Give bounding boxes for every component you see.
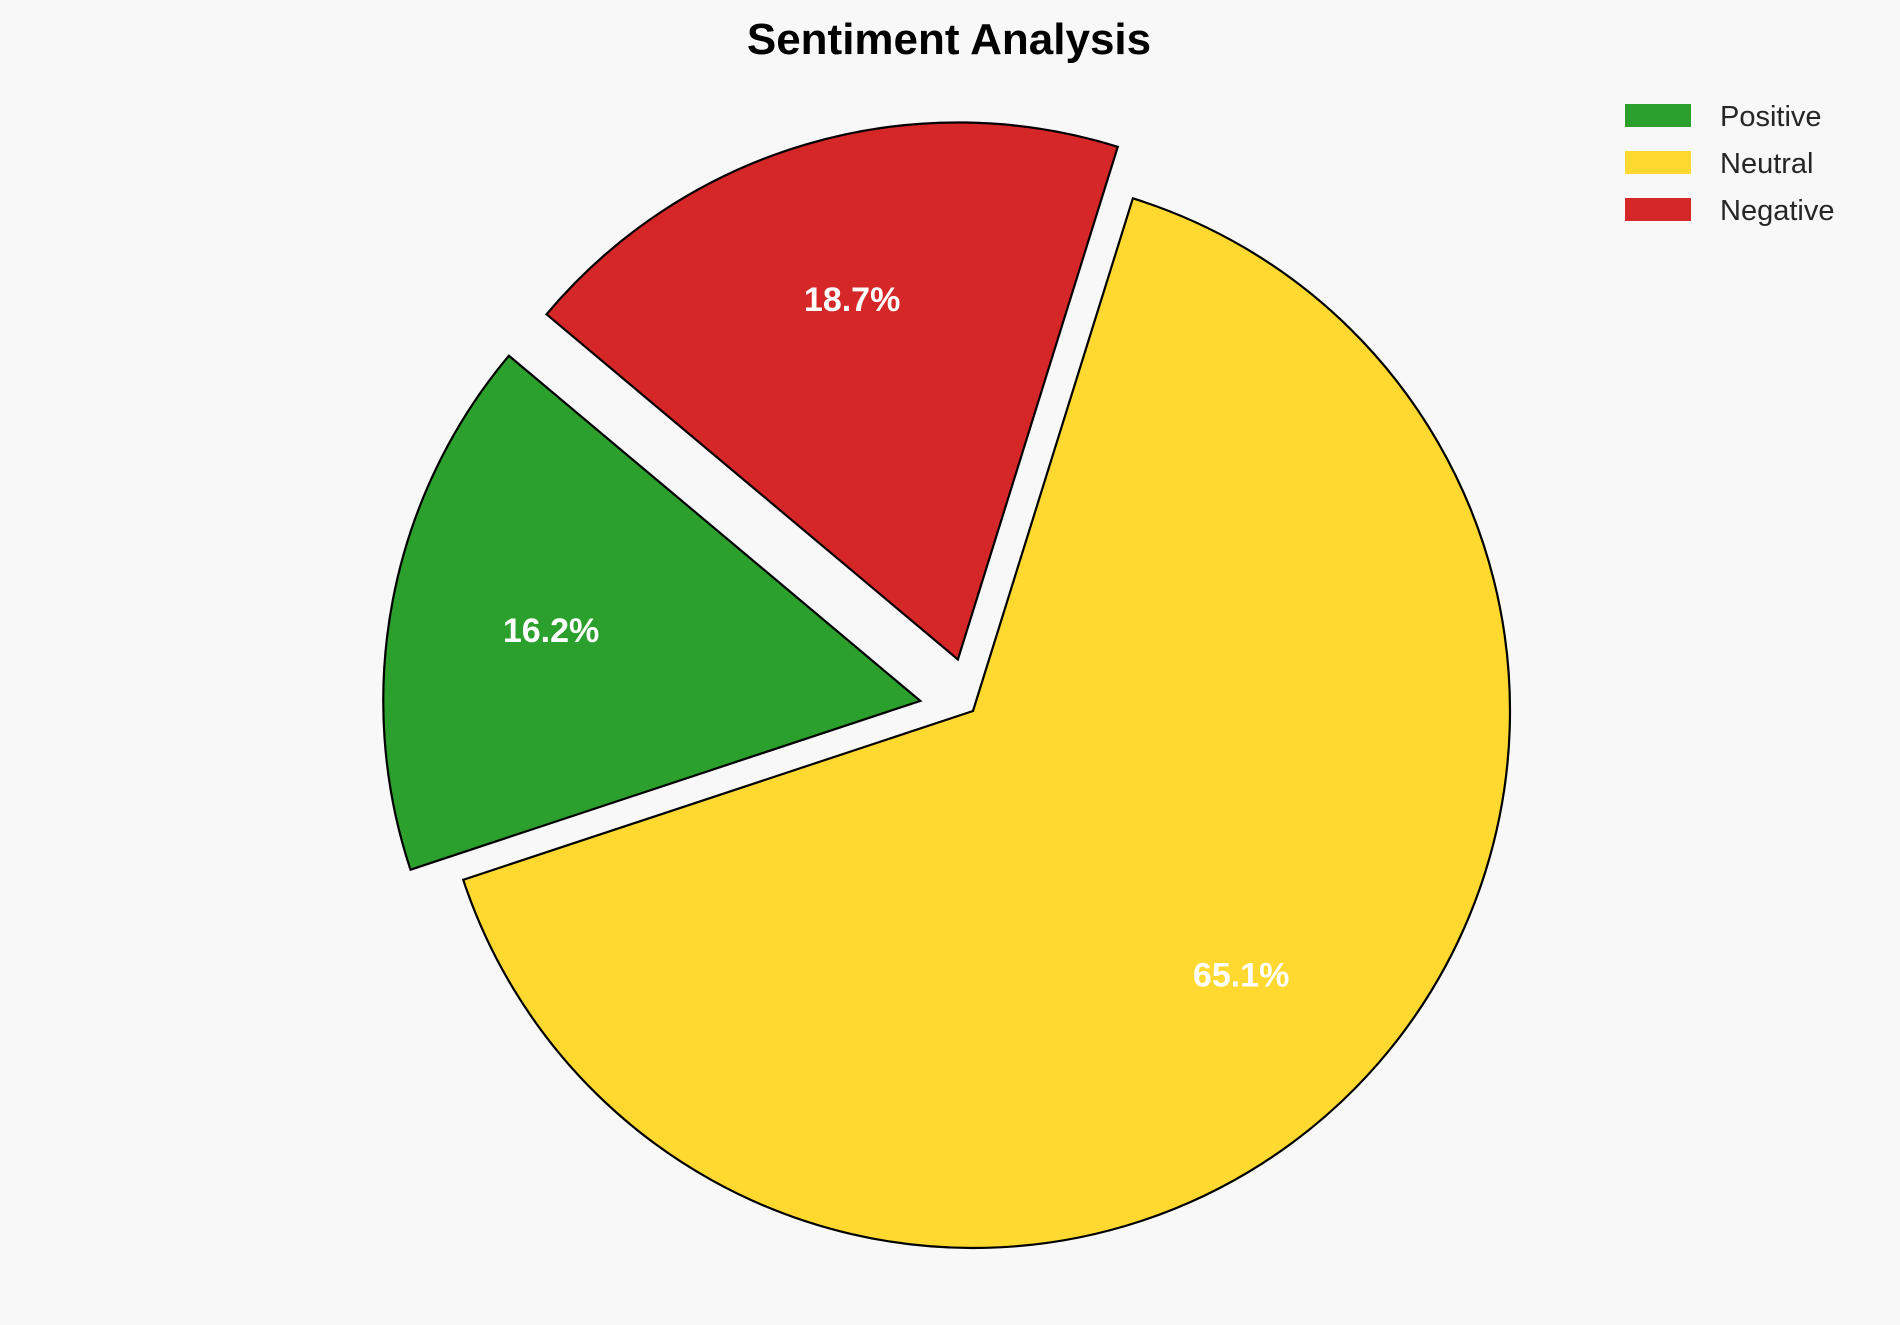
slice-label-positive: 16.2% [503, 612, 599, 650]
slice-label-neutral: 65.1% [1193, 956, 1289, 994]
legend: Positive Neutral Negative [1625, 101, 1834, 227]
pie-slice-neutral [461, 196, 1512, 1250]
slice-label-negative: 18.7% [804, 281, 900, 319]
pie-slice-positive [382, 354, 923, 872]
legend-swatch-positive [1625, 104, 1691, 127]
legend-label-positive: Positive [1720, 101, 1822, 133]
chart-title: Sentiment Analysis [747, 15, 1151, 64]
legend-swatch-neutral [1625, 151, 1691, 174]
legend-label-neutral: Neutral [1720, 148, 1814, 180]
legend-label-negative: Negative [1720, 195, 1834, 227]
pie-slice-negative [544, 121, 1120, 662]
legend-swatch-negative [1625, 198, 1691, 221]
